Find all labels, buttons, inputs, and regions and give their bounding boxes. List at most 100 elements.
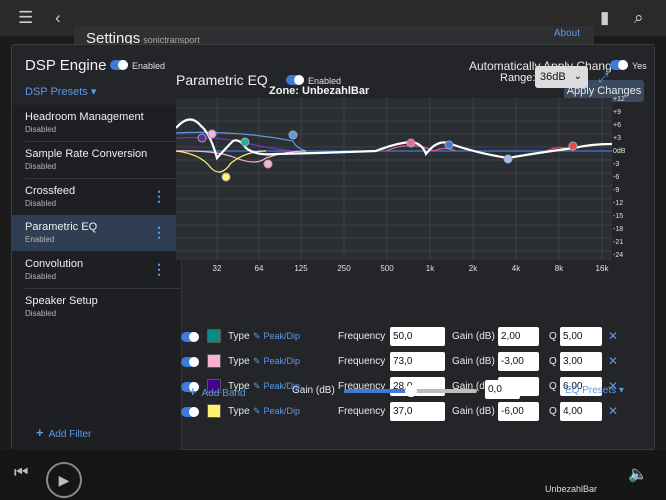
bookmark-icon[interactable]: ▮ <box>600 8 610 27</box>
q-label: Q <box>549 331 557 342</box>
filter-type-select[interactable]: ✎ Peak/Dip <box>253 381 301 391</box>
gain-label: Gain (dB) <box>452 406 495 417</box>
filter-type-select[interactable]: ✎ Peak/Dip <box>253 331 301 341</box>
zone-title: Zone: UnbezahlBar <box>269 85 370 97</box>
settings-subtitle: sonictransport <box>143 35 200 45</box>
band-enabled-toggle[interactable] <box>181 332 199 342</box>
type-label: Type <box>228 406 250 417</box>
filter-type-select[interactable]: ✎ Peak/Dip <box>253 356 301 366</box>
search-icon[interactable]: ⌕ <box>634 8 644 27</box>
close-icon[interactable]: ✕ <box>608 404 619 418</box>
band-enabled-toggle[interactable] <box>181 407 199 417</box>
sidebar-item-status: Disabled <box>25 125 57 134</box>
pencil-icon: ✎ <box>253 331 261 341</box>
peq-enabled-toggle[interactable] <box>286 75 304 85</box>
close-icon[interactable]: ✕ <box>608 379 619 393</box>
y-tick: -3 <box>613 161 620 168</box>
y-tick: +9 <box>613 109 621 116</box>
master-gain-input[interactable]: 0,0 <box>485 380 520 399</box>
band-color-swatch[interactable] <box>207 404 221 418</box>
more-options-icon[interactable]: ⋮ <box>152 188 166 204</box>
sidebar-item-speaker-setup[interactable]: Speaker Setup Disabled <box>12 289 182 325</box>
x-tick: 64 <box>254 264 264 273</box>
frequency-input[interactable]: 73,0 <box>390 352 445 371</box>
play-icon[interactable]: ▶ <box>46 462 82 498</box>
band-node-2 <box>263 159 273 169</box>
about-link[interactable]: About <box>553 28 580 39</box>
frequency-label: Frequency <box>338 356 386 367</box>
sidebar-item-label: Speaker Setup <box>25 295 98 307</box>
x-tick: 125 <box>294 264 308 273</box>
volume-icon[interactable]: 🔈 <box>628 466 648 483</box>
master-gain-label: Gain (dB) <box>292 385 335 396</box>
slider-handle[interactable] <box>404 385 417 397</box>
transport-bar: ⏮ ▶ 🔈 UnbezahlBar <box>0 450 666 500</box>
previous-track-icon[interactable]: ⏮ <box>14 464 29 481</box>
dialog-title: DSP Engine <box>25 57 107 74</box>
frequency-input[interactable]: 37,0 <box>390 402 445 421</box>
pencil-icon: ✎ <box>253 356 261 366</box>
type-label: Type <box>228 331 250 342</box>
sidebar-item-headroom[interactable]: Headroom Management Disabled <box>12 105 182 141</box>
gain-label: Gain (dB) <box>452 331 495 342</box>
q-input[interactable]: 3,00 <box>560 352 602 371</box>
eq-presets-dropdown[interactable]: EQ Presets ▾ <box>565 385 624 396</box>
band-node-3b <box>207 129 217 139</box>
zone-name[interactable]: UnbezahlBar <box>545 484 598 494</box>
more-options-icon[interactable]: ⋮ <box>152 261 166 277</box>
gain-input[interactable]: -3,00 <box>498 352 539 371</box>
q-input[interactable]: 4,00 <box>560 402 602 421</box>
sidebar-item-status: Enabled <box>25 235 55 244</box>
sidebar-item-status: Disabled <box>25 162 57 171</box>
gain-input[interactable]: 2,00 <box>498 327 539 346</box>
sidebar-item-sample-rate[interactable]: Sample Rate Conversion Disabled <box>12 142 182 178</box>
y-tick: 0dB <box>613 148 626 155</box>
gain-label: Gain (dB) <box>452 381 495 392</box>
x-tick: 32 <box>212 264 222 273</box>
back-icon[interactable]: ‹ <box>55 8 61 27</box>
pencil-icon: ✎ <box>253 381 261 391</box>
close-icon[interactable]: ✕ <box>608 329 619 343</box>
auto-apply-value: Yes <box>632 61 647 71</box>
gain-input[interactable]: -6,00 <box>498 402 539 421</box>
pencil-icon: ✎ <box>253 406 261 416</box>
chevron-down-icon: ▾ <box>618 385 624 396</box>
q-input[interactable]: 5,00 <box>560 327 602 346</box>
y-tick: -21 <box>613 239 624 246</box>
close-icon[interactable]: ✕ <box>608 354 619 368</box>
q-label: Q <box>549 406 557 417</box>
band-node-7 <box>444 140 454 150</box>
sidebar-item-status: Disabled <box>25 309 57 318</box>
add-filter-button[interactable]: + Add Filter <box>36 425 92 440</box>
y-tick: -9 <box>613 187 620 194</box>
band-node-4 <box>221 172 231 182</box>
y-tick: +3 <box>613 135 621 142</box>
gain-label: Gain (dB) <box>452 356 495 367</box>
band-color-swatch[interactable] <box>207 329 221 343</box>
x-tick: 4k <box>511 264 521 273</box>
eq-response-graph[interactable] <box>176 98 612 260</box>
frequency-input[interactable]: 28,0 <box>390 377 445 396</box>
add-band-button[interactable]: + Add Band <box>189 384 246 399</box>
fullscreen-icon[interactable]: ⤢ <box>598 70 609 85</box>
q-input[interactable]: 6,00 <box>560 377 602 396</box>
sidebar-item-crossfeed[interactable]: Crossfeed Disabled ⋮ <box>12 179 182 215</box>
dsp-enabled-toggle[interactable] <box>110 60 128 70</box>
dsp-presets-dropdown[interactable]: DSP Presets ▾ <box>25 86 97 98</box>
frequency-input[interactable]: 50,0 <box>390 327 445 346</box>
sidebar-item-convolution[interactable]: Convolution Disabled ⋮ <box>12 252 182 288</box>
band-color-swatch[interactable] <box>207 354 221 368</box>
band-enabled-toggle[interactable] <box>181 382 199 392</box>
sidebar-item-parametric-eq[interactable]: Parametric EQ Enabled ⋮ <box>12 215 182 251</box>
hamburger-menu-icon[interactable]: ☰ <box>18 8 34 27</box>
band-color-swatch[interactable] <box>207 379 221 393</box>
sidebar-item-status: Disabled <box>25 199 57 208</box>
frequency-label: Frequency <box>338 406 386 417</box>
range-select[interactable]: 36dB ⌄ <box>535 66 588 88</box>
chevron-down-icon: ▾ <box>90 86 97 98</box>
band-enabled-toggle[interactable] <box>181 357 199 367</box>
more-options-icon[interactable]: ⋮ <box>152 224 166 240</box>
auto-apply-toggle[interactable] <box>610 60 628 70</box>
filter-type-select[interactable]: ✎ Peak/Dip <box>253 406 301 416</box>
master-gain-slider[interactable] <box>344 385 477 397</box>
